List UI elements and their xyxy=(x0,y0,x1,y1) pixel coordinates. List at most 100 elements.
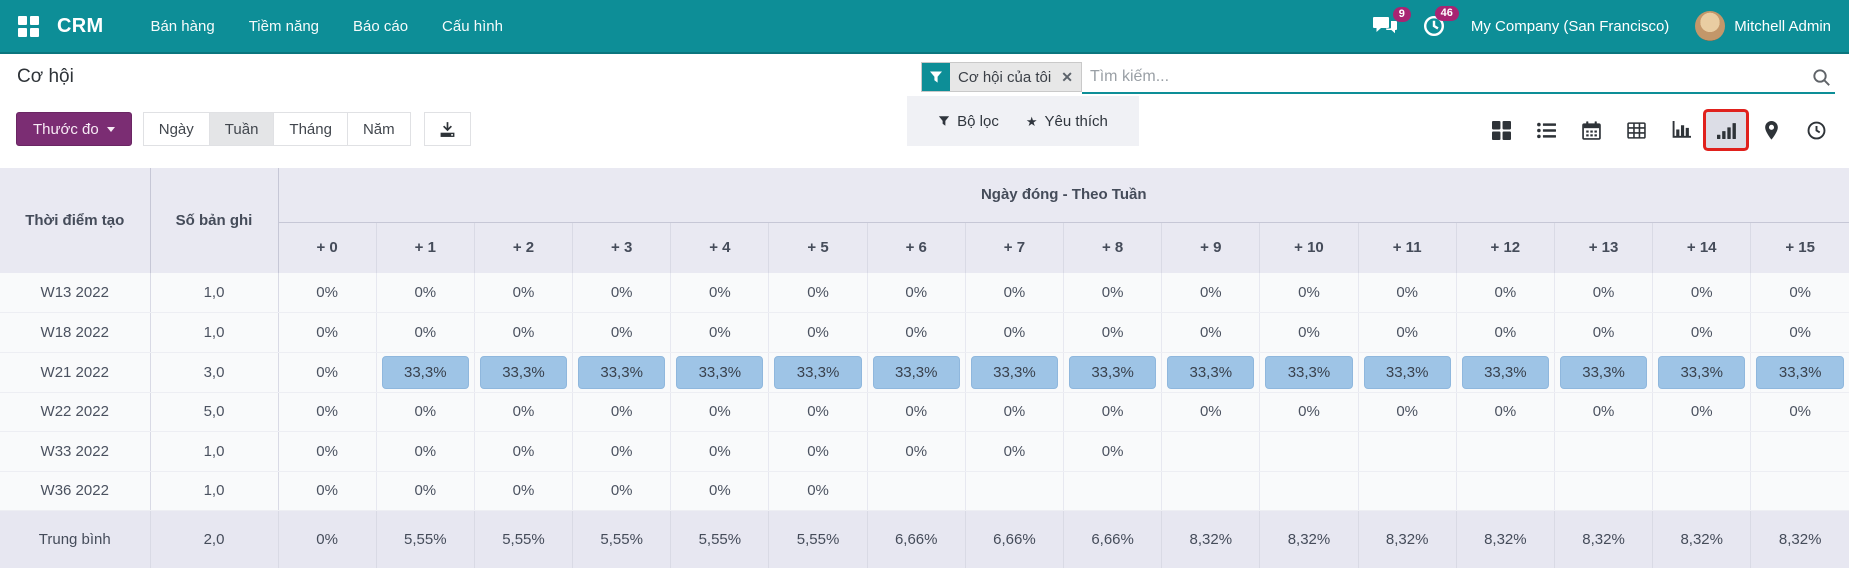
cohort-cell[interactable]: 0% xyxy=(867,312,966,353)
cohort-cell[interactable]: 0% xyxy=(1456,273,1555,313)
cohort-cell[interactable]: 0% xyxy=(1554,273,1654,313)
cohort-cell[interactable]: 0% xyxy=(474,392,574,432)
cohort-cell[interactable]: 0% xyxy=(278,471,377,511)
cohort-cell[interactable]: 33,3% xyxy=(1750,352,1849,393)
cohort-cell[interactable]: 0% xyxy=(965,392,1065,432)
cohort-cell[interactable]: 0% xyxy=(867,392,966,432)
cohort-cell[interactable]: 0% xyxy=(376,312,475,353)
cohort-cell[interactable]: 0% xyxy=(1358,273,1457,313)
cohort-cell[interactable]: 0% xyxy=(670,273,770,313)
nav-menu-item-0[interactable]: Bán hàng xyxy=(150,17,215,35)
view-pivot-button[interactable] xyxy=(1616,112,1656,148)
cohort-cell[interactable]: 0% xyxy=(1456,392,1555,432)
cohort-cell[interactable]: 0% xyxy=(278,312,377,353)
search-icon[interactable] xyxy=(1808,62,1835,94)
cohort-cell[interactable]: 0% xyxy=(768,273,868,313)
cohort-cell[interactable]: 0% xyxy=(376,392,475,432)
cohort-cell[interactable]: 33,3% xyxy=(474,352,574,393)
cohort-cell[interactable]: 0% xyxy=(1063,273,1163,313)
cohort-cell[interactable]: 0% xyxy=(278,431,377,472)
cohort-cell[interactable]: 0% xyxy=(1358,392,1457,432)
cohort-cell[interactable]: 0% xyxy=(278,273,377,313)
cohort-cell[interactable]: 0% xyxy=(768,312,868,353)
cohort-cell[interactable]: 33,3% xyxy=(1358,352,1457,393)
cohort-cell[interactable]: 0% xyxy=(376,273,475,313)
cohort-cell[interactable]: 0% xyxy=(572,273,672,313)
cohort-cell[interactable]: 0% xyxy=(768,431,868,472)
cohort-cell[interactable]: 33,3% xyxy=(1456,352,1555,393)
cohort-cell[interactable]: 0% xyxy=(376,471,475,511)
cohort-cell[interactable]: 33,3% xyxy=(1259,352,1359,393)
cohort-cell[interactable]: 0% xyxy=(965,312,1065,353)
filters-button[interactable]: Bộ lọc xyxy=(938,113,999,130)
cohort-cell[interactable]: 33,3% xyxy=(376,352,475,393)
cohort-cell[interactable]: 0% xyxy=(474,273,574,313)
nav-menu-item-1[interactable]: Tiềm năng xyxy=(248,17,319,35)
nav-menu-item-2[interactable]: Báo cáo xyxy=(353,17,409,35)
cohort-cell[interactable]: 0% xyxy=(1161,392,1261,432)
cohort-cell[interactable]: 0% xyxy=(867,273,966,313)
cohort-cell[interactable]: 0% xyxy=(1259,312,1359,353)
view-map-button[interactable] xyxy=(1751,112,1791,148)
cohort-cell[interactable]: 0% xyxy=(572,431,672,472)
cohort-cell[interactable]: 0% xyxy=(278,392,377,432)
cohort-cell[interactable]: 0% xyxy=(670,431,770,472)
cohort-cell[interactable]: 0% xyxy=(278,352,377,393)
cohort-cell[interactable]: 0% xyxy=(474,471,574,511)
cohort-cell[interactable]: 33,3% xyxy=(768,352,868,393)
cohort-cell[interactable]: 0% xyxy=(1554,312,1654,353)
cohort-cell[interactable]: 0% xyxy=(1750,312,1849,353)
cohort-cell[interactable]: 0% xyxy=(1063,392,1163,432)
cohort-cell[interactable]: 0% xyxy=(474,312,574,353)
cohort-cell[interactable]: 33,3% xyxy=(1161,352,1261,393)
cohort-cell[interactable]: 0% xyxy=(1652,392,1752,432)
favorites-button[interactable]: ★ Yêu thích xyxy=(1026,113,1108,130)
cohort-cell[interactable]: 0% xyxy=(670,312,770,353)
cohort-cell[interactable]: 0% xyxy=(867,431,966,472)
cohort-cell[interactable]: 0% xyxy=(376,431,475,472)
cohort-cell[interactable]: 33,3% xyxy=(965,352,1065,393)
user-menu[interactable]: Mitchell Admin xyxy=(1695,11,1831,41)
view-cohort-button[interactable] xyxy=(1706,112,1746,148)
cohort-cell[interactable]: 0% xyxy=(670,471,770,511)
measures-button[interactable]: Thước đo xyxy=(16,112,132,146)
view-kanban-button[interactable] xyxy=(1481,112,1521,148)
cohort-cell[interactable]: 33,3% xyxy=(1554,352,1654,393)
range-button-1[interactable]: Tuần xyxy=(209,112,275,146)
download-button[interactable] xyxy=(423,112,471,146)
cohort-cell[interactable]: 0% xyxy=(1750,273,1849,313)
view-list-button[interactable] xyxy=(1526,112,1566,148)
cohort-cell[interactable]: 0% xyxy=(1161,273,1261,313)
cohort-cell[interactable]: 0% xyxy=(1554,392,1654,432)
activities-icon[interactable]: 46 xyxy=(1423,6,1459,37)
cohort-cell[interactable]: 0% xyxy=(1259,273,1359,313)
cohort-cell[interactable]: 0% xyxy=(572,312,672,353)
cohort-cell[interactable]: 0% xyxy=(572,392,672,432)
cohort-cell[interactable]: 0% xyxy=(572,471,672,511)
cohort-cell[interactable]: 0% xyxy=(1063,431,1163,472)
cohort-cell[interactable]: 0% xyxy=(1161,312,1261,353)
cohort-cell[interactable]: 0% xyxy=(1652,312,1752,353)
cohort-cell[interactable]: 33,3% xyxy=(572,352,672,393)
cohort-cell[interactable]: 0% xyxy=(768,392,868,432)
cohort-cell[interactable]: 0% xyxy=(1063,312,1163,353)
search-input[interactable] xyxy=(1081,62,1808,94)
cohort-cell[interactable]: 0% xyxy=(965,273,1065,313)
view-calendar-button[interactable] xyxy=(1571,112,1611,148)
cohort-cell[interactable]: 33,3% xyxy=(1063,352,1163,393)
cohort-cell[interactable]: 0% xyxy=(1456,312,1555,353)
cohort-cell[interactable]: 0% xyxy=(1259,392,1359,432)
range-button-0[interactable]: Ngày xyxy=(142,112,210,146)
apps-grid-icon[interactable] xyxy=(18,15,39,37)
cohort-cell[interactable]: 0% xyxy=(965,431,1065,472)
app-brand[interactable]: CRM xyxy=(57,14,104,37)
cohort-cell[interactable]: 0% xyxy=(670,392,770,432)
cohort-cell[interactable]: 0% xyxy=(1358,312,1457,353)
view-graph-button[interactable] xyxy=(1661,112,1701,148)
cohort-cell[interactable]: 0% xyxy=(1750,392,1849,432)
nav-menu-item-3[interactable]: Cấu hình xyxy=(442,17,503,35)
messages-icon[interactable]: 9 xyxy=(1372,6,1411,37)
cohort-cell[interactable]: 0% xyxy=(474,431,574,472)
facet-remove-icon[interactable]: ✕ xyxy=(1061,68,1073,85)
cohort-cell[interactable]: 0% xyxy=(1652,273,1752,313)
